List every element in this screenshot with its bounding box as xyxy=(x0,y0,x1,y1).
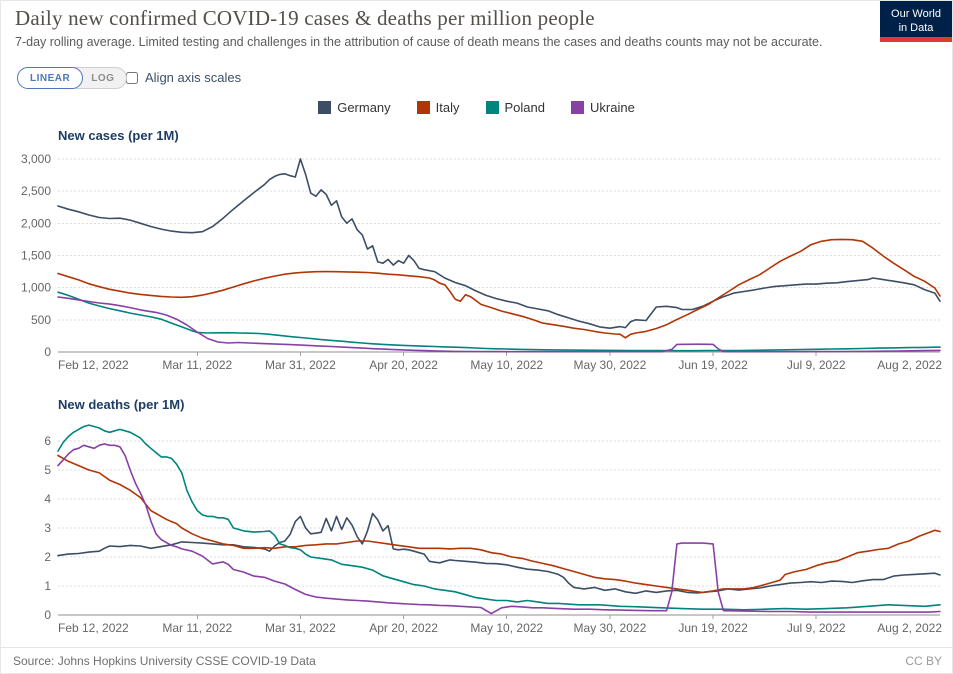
y-axis-label: 1 xyxy=(44,579,51,593)
y-axis-label: 2,500 xyxy=(21,184,51,198)
x-axis-label: Aug 2, 2022 xyxy=(877,621,942,635)
y-axis-label: 4 xyxy=(44,492,51,506)
y-axis-label: 1,500 xyxy=(21,249,51,263)
x-axis-label: May 30, 2022 xyxy=(574,358,647,372)
source-link[interactable]: Source: Johns Hopkins University CSSE CO… xyxy=(13,653,316,668)
y-axis-label: 0 xyxy=(44,345,51,359)
legend-label: Germany xyxy=(337,100,391,115)
page-subtitle: 7-day rolling average. Limited testing a… xyxy=(15,35,823,49)
legend-item-italy[interactable]: Italy xyxy=(416,100,460,115)
x-axis-label: Jun 19, 2022 xyxy=(678,358,748,372)
deaths-chart[interactable]: 0 1 2 3 4 5 6 Feb 12, 2022 Mar 11, 2022 Mar 31, 2… xyxy=(1,416,953,646)
y-axis-label: 6 xyxy=(44,434,51,448)
legend-label: Poland xyxy=(504,100,545,115)
owid-logo[interactable]: Our World in Data xyxy=(880,1,952,42)
x-axis-label: Apr 20, 2022 xyxy=(369,358,438,372)
y-axis-label: 500 xyxy=(31,313,51,327)
y-axis-label: 2 xyxy=(44,550,51,564)
line-ukraine[interactable] xyxy=(57,443,941,615)
x-axis-label: Mar 11, 2022 xyxy=(162,621,232,635)
cases-chart[interactable]: 0 500 1,000 1,500 2,000 2,500 3,000 Feb 12, 202… xyxy=(1,147,953,379)
y-axis-label: 3,000 xyxy=(21,152,51,166)
align-axis-checkbox[interactable] xyxy=(126,71,138,84)
legend-swatch-italy xyxy=(416,101,430,114)
scale-toggle-group: LINEAR LOG xyxy=(17,67,128,89)
cases-chart-title: New cases (per 1M) xyxy=(58,128,179,143)
deaths-chart-title: New deaths (per 1M) xyxy=(58,397,185,412)
x-axis-label: May 30, 2022 xyxy=(574,621,647,635)
legend-label: Italy xyxy=(435,100,460,115)
x-axis-label: Apr 20, 2022 xyxy=(369,621,438,635)
x-axis-label: Mar 31, 2022 xyxy=(265,621,336,635)
align-axis-scales-control[interactable]: Align axis scales xyxy=(126,70,241,85)
footer: Source: Johns Hopkins University CSSE CO… xyxy=(1,647,952,673)
x-axis-label: Jul 9, 2022 xyxy=(787,621,846,635)
legend-swatch-germany xyxy=(318,101,332,114)
legend-swatch-ukraine xyxy=(571,101,584,114)
line-italy[interactable] xyxy=(57,454,941,594)
x-axis-label: Mar 31, 2022 xyxy=(265,358,336,372)
x-axis-label: May 10, 2022 xyxy=(470,358,543,372)
x-axis-label: Mar 11, 2022 xyxy=(162,358,232,372)
linear-button[interactable]: LINEAR xyxy=(17,67,84,89)
legend-label: Ukraine xyxy=(590,100,635,115)
line-poland[interactable] xyxy=(57,424,941,611)
x-axis-label: Aug 2, 2022 xyxy=(877,358,942,372)
page-title: Daily new confirmed COVID-19 cases & dea… xyxy=(15,6,595,30)
line-italy[interactable] xyxy=(57,238,941,339)
log-button[interactable]: LOG xyxy=(73,67,128,89)
legend-item-poland[interactable]: Poland xyxy=(485,100,545,115)
legend-swatch-poland xyxy=(485,101,499,114)
y-axis-label: 3 xyxy=(44,521,51,535)
y-axis-label: 5 xyxy=(44,463,51,477)
x-axis-label: May 10, 2022 xyxy=(470,621,543,635)
line-germany[interactable] xyxy=(57,158,941,329)
owid-logo-line2: in Data xyxy=(898,22,934,35)
line-ukraine[interactable] xyxy=(57,296,941,353)
align-axis-label: Align axis scales xyxy=(145,70,242,85)
legend: Germany Italy Poland Ukraine xyxy=(1,100,952,115)
owid-logo-line1: Our World xyxy=(891,8,941,20)
y-axis-label: 0 xyxy=(44,608,51,622)
x-axis-label: Feb 12, 2022 xyxy=(58,621,129,635)
y-axis-label: 1,000 xyxy=(21,281,51,295)
line-poland[interactable] xyxy=(57,291,941,352)
x-axis-label: Feb 12, 2022 xyxy=(58,358,129,372)
y-axis-label: 2,000 xyxy=(21,216,51,230)
x-axis-label: Jul 9, 2022 xyxy=(787,358,846,372)
legend-item-germany[interactable]: Germany xyxy=(318,100,391,115)
legend-item-ukraine[interactable]: Ukraine xyxy=(571,100,635,115)
license-link[interactable]: CC BY xyxy=(905,653,942,668)
x-axis-label: Jun 19, 2022 xyxy=(678,621,748,635)
